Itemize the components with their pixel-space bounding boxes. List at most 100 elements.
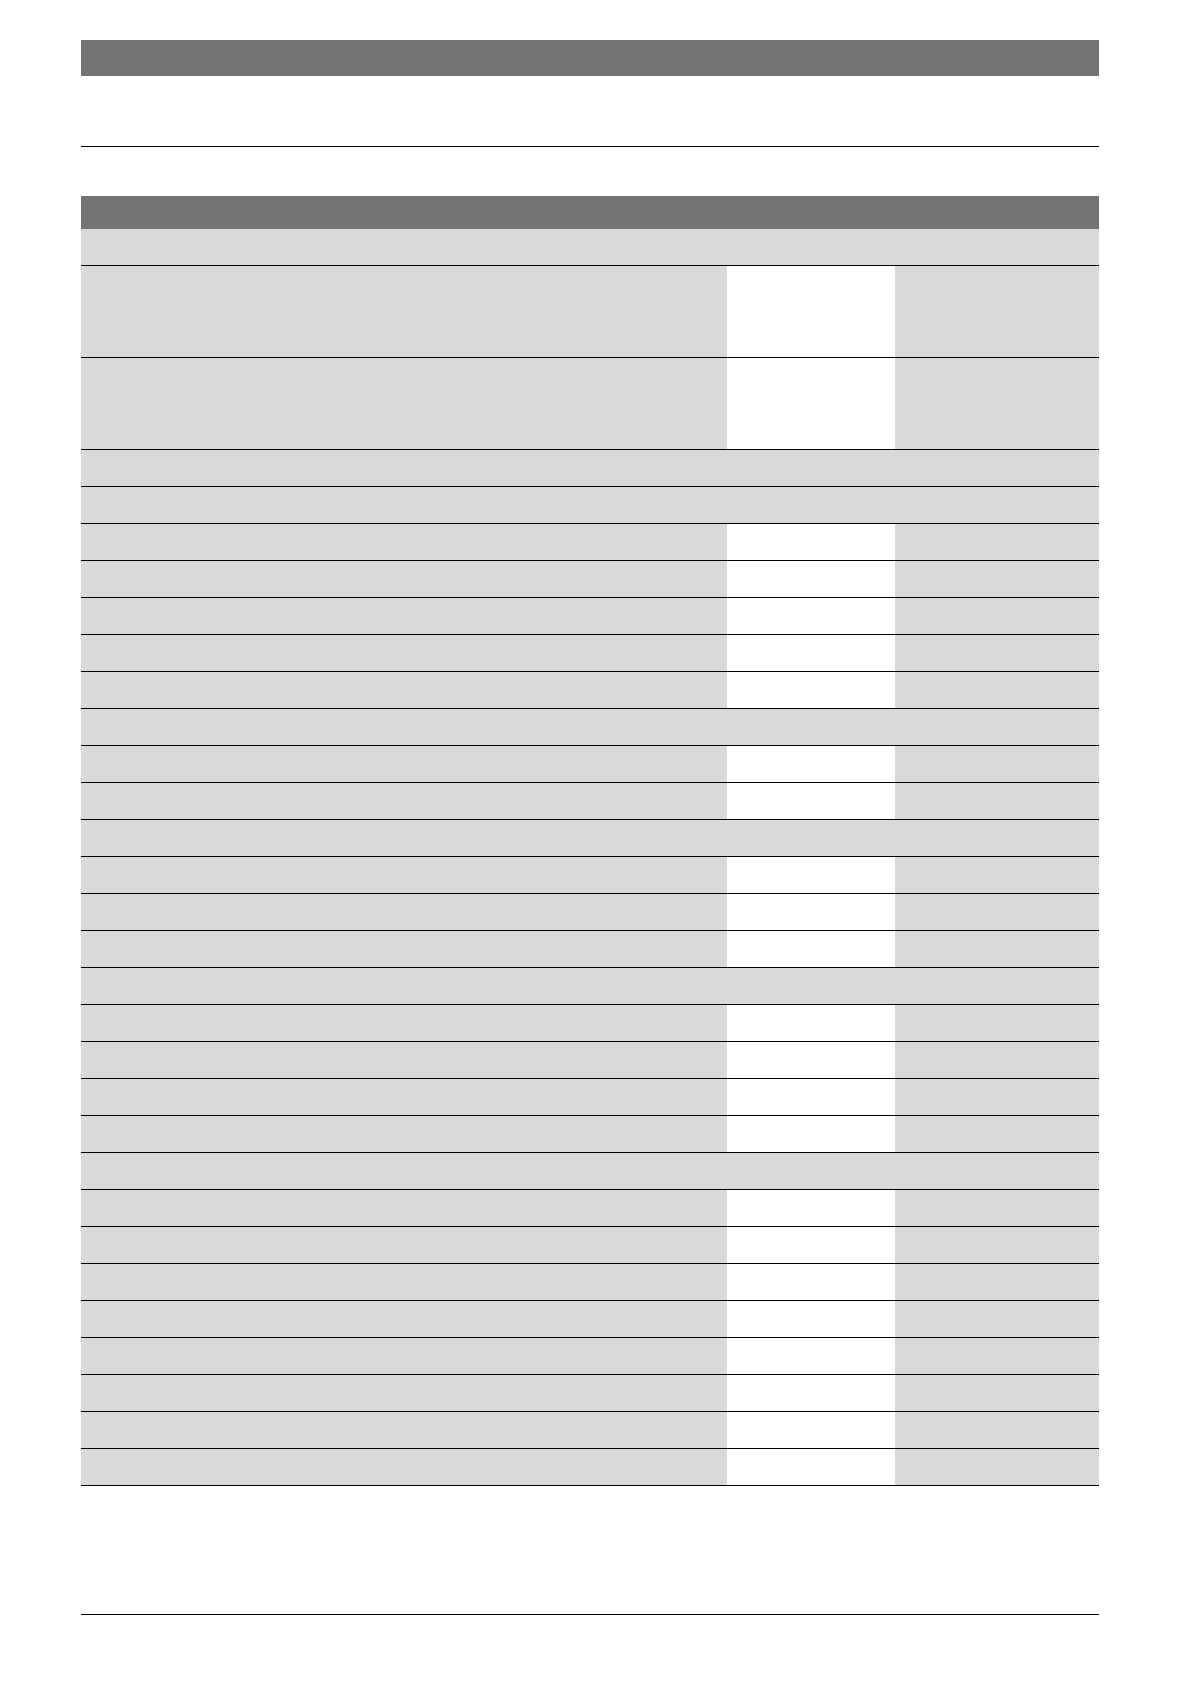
table-row [81,358,1099,450]
unit-cell [895,672,1099,708]
table-row [81,1042,1099,1079]
section-cell [81,968,1099,1004]
section-row [81,450,1099,487]
section-row [81,709,1099,746]
label-cell [81,672,727,708]
label-cell [81,857,727,893]
label-cell [81,635,727,671]
unit-cell [895,857,1099,893]
value-input-cell[interactable] [727,783,895,819]
unit-cell [895,746,1099,782]
unit-cell [895,1116,1099,1152]
value-input-cell[interactable] [727,672,895,708]
section-cell [81,487,1099,523]
label-cell [81,1264,727,1300]
value-input-cell[interactable] [727,524,895,560]
section-row [81,968,1099,1005]
unit-cell [895,598,1099,634]
section-cell [81,709,1099,745]
table-row [81,1227,1099,1264]
unit-cell [895,1412,1099,1448]
table-row [81,1301,1099,1338]
label-cell [81,1449,727,1485]
unit-cell [895,894,1099,930]
value-input-cell[interactable] [727,598,895,634]
footer-rule [81,1614,1099,1615]
value-input-cell[interactable] [727,1042,895,1078]
label-cell [81,1301,727,1337]
unit-cell [895,1005,1099,1041]
table-row [81,1264,1099,1301]
value-input-cell[interactable] [727,857,895,893]
value-input-cell[interactable] [727,358,895,449]
value-input-cell[interactable] [727,1227,895,1263]
table-row [81,1190,1099,1227]
table-row [81,1449,1099,1486]
unit-cell [895,635,1099,671]
unit-cell [895,1338,1099,1374]
table-row [81,1375,1099,1412]
table-row [81,672,1099,709]
value-input-cell[interactable] [727,266,895,357]
table-row [81,561,1099,598]
label-cell [81,894,727,930]
value-input-cell[interactable] [727,1116,895,1152]
value-input-cell[interactable] [727,894,895,930]
table-row [81,783,1099,820]
label-cell [81,1042,727,1078]
label-cell [81,598,727,634]
label-cell [81,1412,727,1448]
value-input-cell[interactable] [727,1412,895,1448]
table-row [81,266,1099,358]
unit-cell [895,1042,1099,1078]
unit-cell [895,266,1099,357]
label-cell [81,1190,727,1226]
value-input-cell[interactable] [727,1449,895,1485]
table-row [81,635,1099,672]
unit-cell [895,783,1099,819]
unit-cell [895,1301,1099,1337]
label-cell [81,266,727,357]
unit-cell [895,1227,1099,1263]
value-input-cell[interactable] [727,635,895,671]
label-cell [81,783,727,819]
label-cell [81,1227,727,1263]
section-cell [81,450,1099,486]
section-cell [81,1153,1099,1189]
value-input-cell[interactable] [727,746,895,782]
table-row [81,746,1099,783]
value-input-cell[interactable] [727,1005,895,1041]
label-cell [81,1005,727,1041]
unit-cell [895,931,1099,967]
unit-cell [895,1449,1099,1485]
value-input-cell[interactable] [727,1301,895,1337]
table-row [81,1005,1099,1042]
value-input-cell[interactable] [727,1264,895,1300]
section-row [81,820,1099,857]
table-row [81,1079,1099,1116]
value-input-cell[interactable] [727,1375,895,1411]
table-row [81,1338,1099,1375]
value-input-cell[interactable] [727,1079,895,1115]
unit-cell [895,1264,1099,1300]
header-rule [81,146,1099,147]
value-input-cell[interactable] [727,1338,895,1374]
section-row [81,487,1099,524]
label-cell [81,931,727,967]
unit-cell [895,1079,1099,1115]
label-cell [81,1116,727,1152]
label-cell [81,1079,727,1115]
table-header-bar [81,196,1099,229]
value-input-cell[interactable] [727,1190,895,1226]
value-input-cell[interactable] [727,931,895,967]
table-row [81,894,1099,931]
section-cell [81,229,1099,265]
unit-cell [895,1190,1099,1226]
value-input-cell[interactable] [727,561,895,597]
label-cell [81,1338,727,1374]
label-cell [81,1375,727,1411]
page-header-bar [81,40,1099,76]
section-cell [81,820,1099,856]
section-row [81,229,1099,266]
table-row [81,598,1099,635]
